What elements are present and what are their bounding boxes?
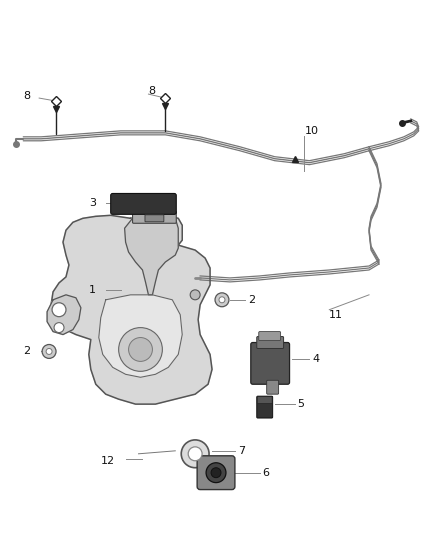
Circle shape: [42, 344, 56, 358]
Text: 5: 5: [297, 399, 304, 409]
Circle shape: [206, 463, 226, 482]
Text: 3: 3: [89, 198, 96, 208]
Text: 4: 4: [312, 354, 320, 365]
Text: 2: 2: [23, 346, 30, 357]
Polygon shape: [99, 295, 182, 377]
Circle shape: [52, 303, 66, 317]
FancyBboxPatch shape: [257, 336, 283, 349]
Text: 10: 10: [304, 126, 318, 136]
Text: 7: 7: [238, 446, 245, 456]
Text: 8: 8: [23, 91, 30, 101]
FancyBboxPatch shape: [133, 212, 176, 223]
Text: 2: 2: [248, 295, 255, 305]
Text: 1: 1: [89, 285, 96, 295]
Polygon shape: [47, 295, 81, 335]
Circle shape: [188, 447, 202, 461]
FancyBboxPatch shape: [145, 215, 164, 222]
FancyBboxPatch shape: [257, 397, 272, 403]
Circle shape: [119, 328, 162, 372]
FancyBboxPatch shape: [111, 193, 176, 214]
FancyBboxPatch shape: [197, 456, 235, 490]
Text: 6: 6: [263, 467, 270, 478]
Polygon shape: [51, 215, 212, 404]
Polygon shape: [124, 215, 178, 295]
Circle shape: [219, 297, 225, 303]
FancyBboxPatch shape: [257, 396, 273, 418]
FancyBboxPatch shape: [259, 332, 281, 341]
FancyBboxPatch shape: [251, 343, 290, 384]
Circle shape: [181, 440, 209, 468]
Circle shape: [211, 468, 221, 478]
Text: 12: 12: [101, 456, 115, 466]
Circle shape: [46, 349, 52, 354]
Circle shape: [54, 322, 64, 333]
Text: 8: 8: [148, 86, 155, 96]
Circle shape: [129, 337, 152, 361]
Circle shape: [215, 293, 229, 307]
Text: 11: 11: [329, 310, 343, 320]
FancyBboxPatch shape: [267, 380, 279, 394]
Circle shape: [190, 290, 200, 300]
